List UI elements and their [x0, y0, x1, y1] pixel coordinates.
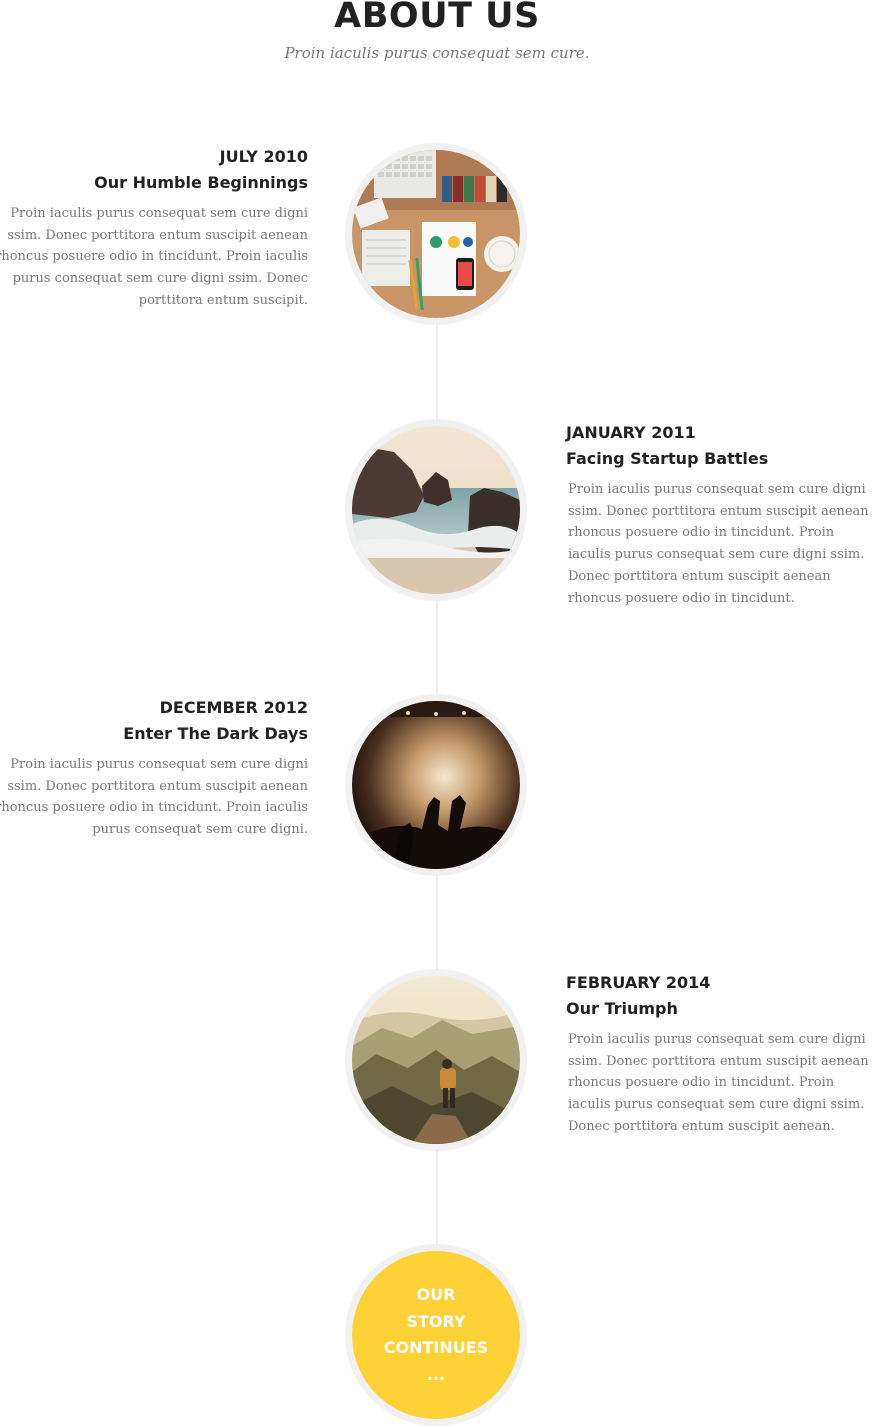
entry-heading: Enter The Dark Days: [123, 724, 308, 743]
entry-body: Proin iaculis purus consequat sem cure d…: [0, 757, 308, 838]
sea-rocks-photo: [345, 419, 527, 601]
entry-date: JULY 2010: [219, 147, 308, 166]
entry-body: Proin iaculis purus consequat sem cure d…: [568, 1032, 869, 1134]
story-continues-label: OUR STORY CONTINUES ...: [383, 1285, 489, 1384]
entry-heading: Our Humble Beginnings: [94, 173, 308, 192]
page-title: ABOUT US: [334, 0, 540, 36]
entry-date: JANUARY 2011: [566, 423, 696, 442]
timeline-entry-2: JANUARY 2011 Facing Startup Battles Proi…: [566, 420, 874, 609]
entry-body: Proin iaculis purus consequat sem cure d…: [568, 482, 869, 606]
timeline-entry-4: FEBRUARY 2014 Our Triumph Proin iaculis …: [566, 970, 874, 1138]
entry-heading: Facing Startup Battles: [566, 449, 769, 468]
page-subtitle: Proin iaculis purus consequat sem cure.: [284, 44, 590, 62]
entry-heading: Our Triumph: [566, 999, 678, 1018]
entry-date: FEBRUARY 2014: [566, 973, 711, 992]
story-continues-circle: OUR STORY CONTINUES ...: [345, 1244, 527, 1426]
entry-date: DECEMBER 2012: [159, 698, 308, 717]
concert-crowd-photo: [345, 694, 527, 876]
timeline-entry-3: DECEMBER 2012 Enter The Dark Days Proin …: [0, 695, 308, 841]
story-continues-badge: OUR STORY CONTINUES ...: [352, 1251, 520, 1419]
desk-flatlay-photo: [345, 143, 527, 325]
mountain-hiker-photo: [345, 969, 527, 1151]
timeline-entry-1: JULY 2010 Our Humble Beginnings Proin ia…: [0, 144, 308, 312]
entry-body: Proin iaculis purus consequat sem cure d…: [0, 206, 308, 308]
